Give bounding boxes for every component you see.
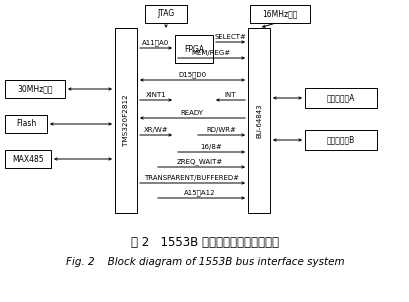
Text: XINT1: XINT1	[145, 92, 166, 98]
Text: Flash: Flash	[16, 120, 36, 128]
Text: SELECT#: SELECT#	[213, 34, 245, 40]
Bar	[145, 5, 187, 23]
Text: TMS320F2812: TMS320F2812	[123, 95, 129, 146]
Bar	[5, 115, 47, 133]
Text: 16MHz时钟: 16MHz时钟	[262, 9, 297, 18]
Text: XR/W#: XR/W#	[143, 127, 168, 133]
Text: INT: INT	[224, 92, 235, 98]
Text: 隔离变压器B: 隔离变压器B	[326, 136, 354, 144]
Text: 隔离变压器A: 隔离变压器A	[326, 94, 354, 102]
Text: MAX485: MAX485	[12, 155, 44, 163]
Text: RD/WR#: RD/WR#	[206, 127, 235, 133]
Bar	[304, 88, 376, 108]
Bar	[115, 28, 137, 213]
Bar	[247, 28, 270, 213]
Text: MEM/REG#: MEM/REG#	[191, 50, 230, 56]
Text: READY: READY	[180, 110, 203, 116]
Bar	[175, 35, 213, 63]
Text: ZREQ_WAIT#: ZREQ_WAIT#	[176, 158, 222, 165]
Text: TRANSPARENT/BUFFERED#: TRANSPARENT/BUFFERED#	[144, 175, 239, 181]
Text: BU-64843: BU-64843	[255, 103, 261, 138]
Text: 图 2   1553B 总线接口系统的结构框图: 图 2 1553B 总线接口系统的结构框图	[131, 236, 278, 249]
Bar	[249, 5, 309, 23]
Text: JTAG: JTAG	[157, 9, 174, 18]
Text: D15～D0: D15～D0	[178, 71, 206, 78]
Text: Fig. 2    Block diagram of 1553B bus interface system: Fig. 2 Block diagram of 1553B bus interf…	[65, 257, 344, 267]
Text: 30MHz时钟: 30MHz时钟	[17, 85, 53, 94]
Text: A11～A0: A11～A0	[142, 39, 169, 46]
Text: FPGA: FPGA	[184, 44, 204, 53]
Bar	[5, 80, 65, 98]
Text: A15～A12: A15～A12	[184, 189, 215, 196]
Bar	[304, 130, 376, 150]
Text: 16/8#: 16/8#	[200, 144, 221, 150]
Bar	[5, 150, 51, 168]
